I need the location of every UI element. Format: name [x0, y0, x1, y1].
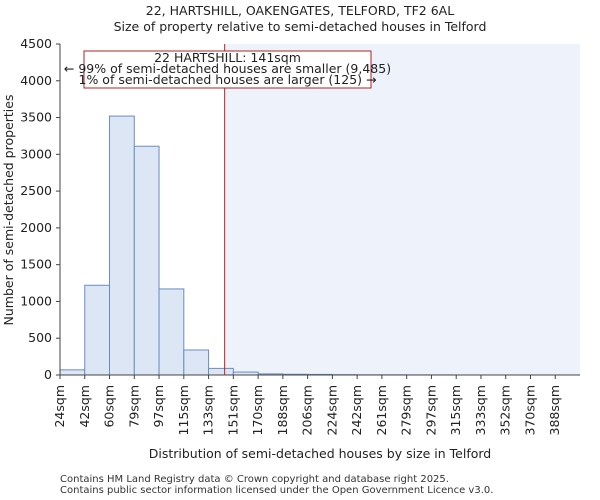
x-tick-label: 151sqm [225, 385, 240, 435]
x-tick-label: 24sqm [52, 385, 67, 428]
x-tick-label: 315sqm [448, 385, 463, 435]
bar-115sqm [183, 349, 210, 376]
x-tick-label: 388sqm [547, 385, 562, 435]
y-axis-label: Number of semi-detached properties [1, 95, 16, 326]
y-tick-label: 4500 [20, 36, 52, 51]
x-tick-label: 352sqm [498, 385, 513, 435]
y-tick-label: 3500 [20, 110, 52, 125]
y-tick-label: 500 [28, 330, 52, 345]
x-tick-label: 60sqm [102, 385, 117, 428]
x-tick-label: 224sqm [324, 385, 339, 435]
y-tick-label: 1000 [20, 293, 52, 308]
x-tick-label: 188sqm [275, 385, 290, 435]
y-tick-label: 1500 [20, 257, 52, 272]
y-tick-label: 2500 [20, 183, 52, 198]
chart-title-line1: 22, HARTSHILL, OAKENGATES, TELFORD, TF2 … [146, 3, 454, 18]
annotation-label: 22 HARTSHILL: 141sqm [154, 50, 301, 65]
y-tick-label: 4000 [20, 73, 52, 88]
larger-region-highlight [224, 44, 580, 375]
bar-79sqm [133, 145, 160, 376]
bar-97sqm [158, 288, 185, 376]
bar-42sqm [84, 284, 111, 376]
annotation-smaller-text: ← 99% of semi-detached houses are smalle… [64, 61, 391, 76]
x-tick-label: 242sqm [349, 385, 364, 435]
x-tick-label: 261sqm [374, 385, 389, 435]
chart-title-line2: Size of property relative to semi-detach… [114, 19, 487, 34]
x-tick-label: 170sqm [250, 385, 265, 435]
x-tick-label: 42sqm [77, 385, 92, 428]
x-tick-label: 133sqm [201, 385, 216, 435]
x-tick-label: 97sqm [151, 385, 166, 428]
x-tick-label: 297sqm [423, 385, 438, 435]
bar-24sqm [59, 369, 86, 376]
x-tick-label: 279sqm [399, 385, 414, 435]
bar-133sqm [208, 367, 234, 376]
x-tick-label: 79sqm [126, 385, 141, 428]
y-tick-label: 0 [44, 367, 52, 382]
bar-60sqm [109, 115, 135, 376]
footer-line2: Contains public sector information licen… [60, 485, 494, 496]
annotation-larger-text: 1% of semi-detached houses are larger (1… [79, 72, 377, 87]
x-axis-label: Distribution of semi-detached houses by … [149, 446, 492, 461]
footer-line1: Contains HM Land Registry data © Crown c… [60, 474, 449, 485]
x-tick-label: 115sqm [176, 385, 191, 435]
y-tick-label: 3000 [20, 146, 52, 161]
annotation-box [83, 50, 372, 89]
histogram-chart: 22, HARTSHILL, OAKENGATES, TELFORD, TF2 … [1, 3, 580, 461]
y-tick-label: 2000 [20, 220, 52, 235]
x-tick-label: 333sqm [473, 385, 488, 435]
x-tick-label: 206sqm [300, 385, 315, 435]
x-tick-label: 370sqm [522, 385, 537, 435]
